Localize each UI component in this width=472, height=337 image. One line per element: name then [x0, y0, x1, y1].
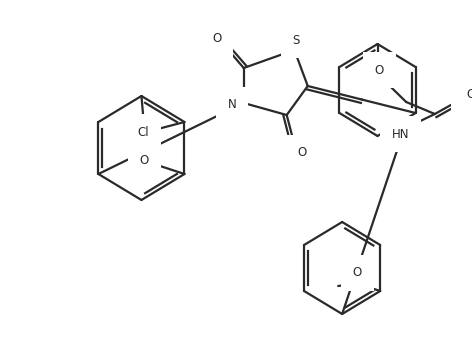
- Text: S: S: [293, 33, 300, 47]
- Text: O: O: [212, 32, 221, 45]
- Text: O: O: [466, 88, 472, 100]
- Text: O: O: [353, 267, 362, 279]
- Text: O: O: [140, 154, 149, 167]
- Text: O: O: [297, 147, 307, 159]
- Text: O: O: [140, 126, 149, 140]
- Text: N: N: [228, 98, 236, 112]
- Text: O: O: [375, 63, 384, 76]
- Text: HN: HN: [392, 127, 409, 141]
- Text: Cl: Cl: [137, 125, 149, 139]
